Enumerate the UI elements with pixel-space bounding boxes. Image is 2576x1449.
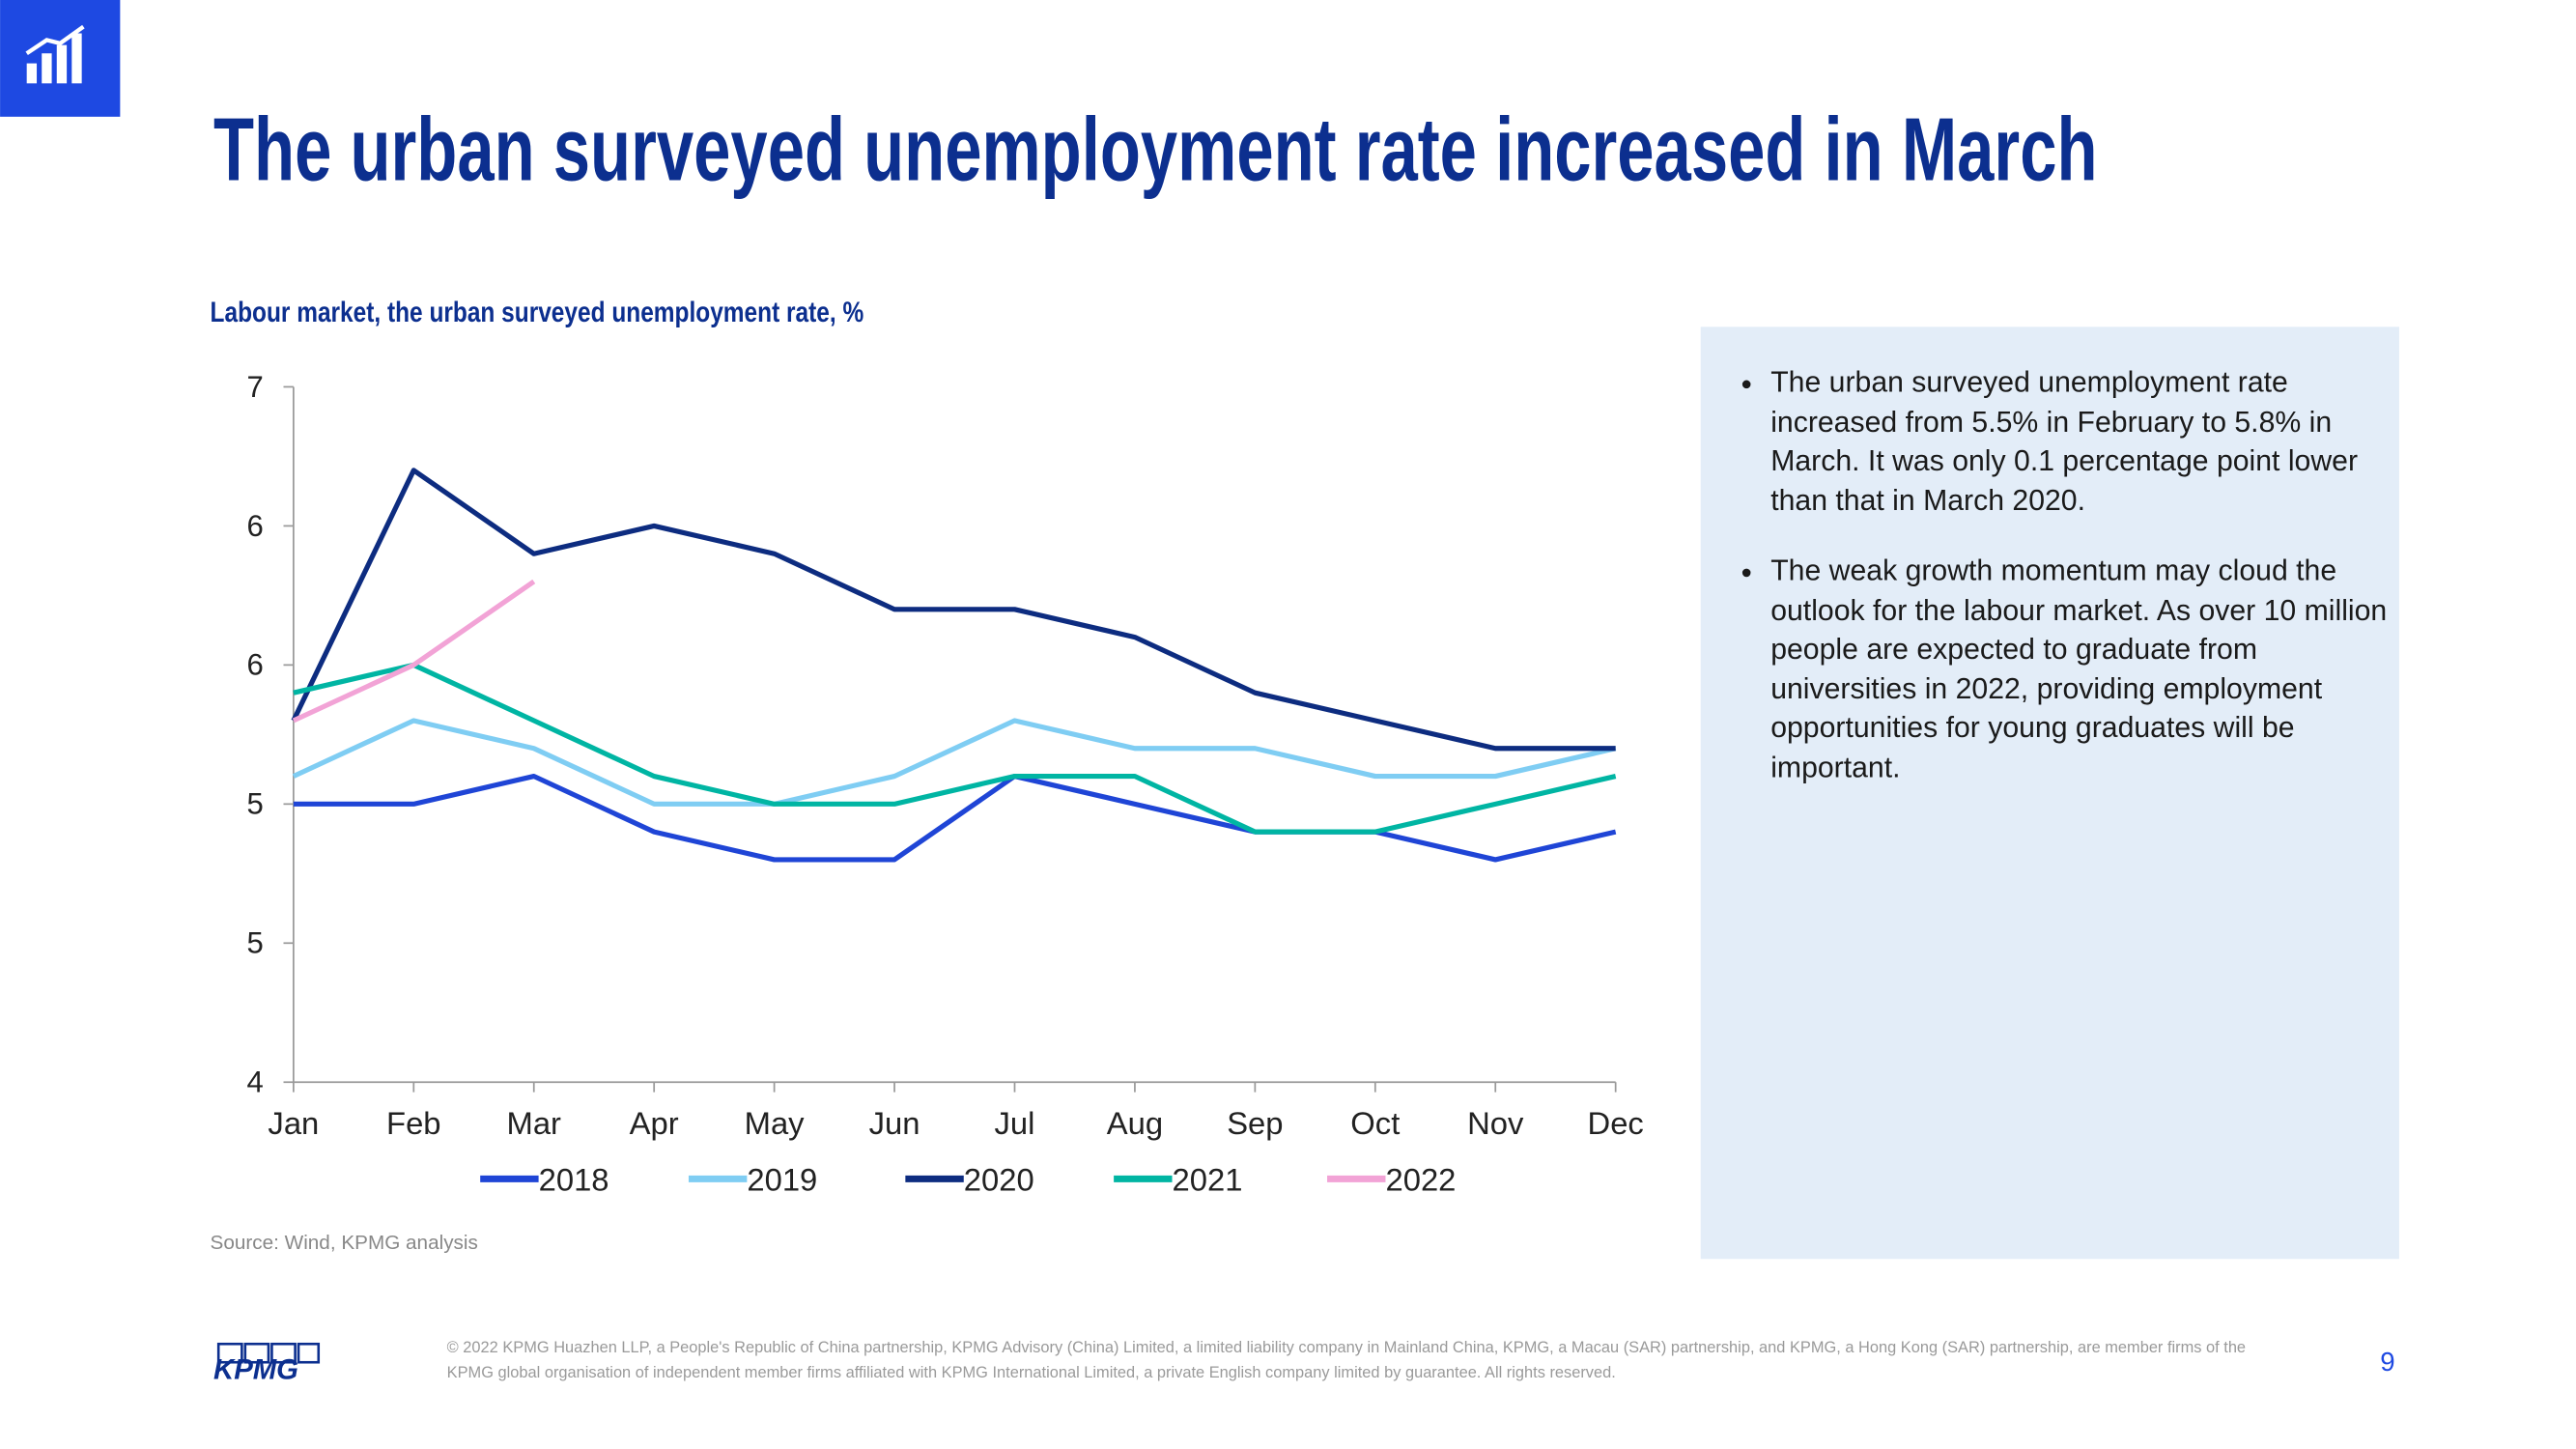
series-line bbox=[293, 662, 1617, 835]
bullet: The weak growth momentum may cloud the o… bbox=[1770, 552, 2392, 786]
x-tick-label: Mar bbox=[507, 1105, 562, 1141]
chart-title: Labour market, the urban surveyed unempl… bbox=[211, 297, 864, 328]
bullet-list: The urban surveyed unemployment rate inc… bbox=[1734, 363, 2392, 786]
legend-label: 2021 bbox=[1173, 1161, 1243, 1197]
series-line bbox=[291, 468, 1616, 752]
y-tick-label: 5 bbox=[247, 787, 264, 821]
icon-bars bbox=[26, 33, 82, 84]
logo-boxes bbox=[216, 1342, 321, 1364]
y-tick-label: 6 bbox=[247, 509, 264, 543]
plot: 4 5 5 6 6 7 Jan Feb Mar Apr May Jun Jul Aug Sep Oct Nov D… bbox=[247, 370, 1644, 1198]
y-tick-label: 5 bbox=[247, 926, 264, 960]
x-tick-label: Aug bbox=[1107, 1105, 1163, 1141]
x-tick-label: Jan bbox=[268, 1105, 319, 1141]
x-tick-label: Jul bbox=[995, 1105, 1035, 1141]
sidebar: The urban surveyed unemployment rate inc… bbox=[1734, 363, 2392, 1231]
source: Source: Wind, KPMG analysis bbox=[211, 1232, 478, 1254]
footer: © 2022 KPMG Huazhen LLP, a People's Repu… bbox=[446, 1339, 2247, 1382]
x-tick-label: Jun bbox=[869, 1105, 920, 1141]
x-tick-label: Dec bbox=[1588, 1105, 1644, 1141]
x-tick-label: Sep bbox=[1227, 1105, 1283, 1141]
legend-label: 2022 bbox=[1385, 1161, 1456, 1197]
sidebar-box bbox=[1700, 327, 2399, 1260]
x-tick-label: Oct bbox=[1350, 1105, 1400, 1141]
x-tick-label: Apr bbox=[630, 1105, 679, 1141]
slide-title: The urban surveyed unemployment rate inc… bbox=[213, 99, 2098, 199]
y-tick-label: 6 bbox=[247, 648, 264, 682]
bullet: The urban surveyed unemployment rate inc… bbox=[1770, 363, 2392, 520]
copyright: © 2022 KPMG Huazhen LLP, a People's Repu… bbox=[446, 1339, 2247, 1382]
legend-label: 2019 bbox=[747, 1161, 817, 1197]
series-line bbox=[293, 773, 1617, 863]
y-tick-label: 7 bbox=[247, 370, 264, 404]
x-tick-label: Feb bbox=[386, 1105, 441, 1141]
x-tick-label: May bbox=[745, 1105, 806, 1141]
legend-label: 2020 bbox=[964, 1161, 1034, 1197]
series-line bbox=[292, 579, 536, 724]
y-tick-label: 4 bbox=[247, 1065, 264, 1099]
bullets: The urban surveyed unemployment rate inc… bbox=[1734, 363, 2392, 786]
x-tick-label: Nov bbox=[1467, 1105, 1524, 1141]
legend-label: 2018 bbox=[539, 1161, 609, 1197]
icon-arrow bbox=[25, 24, 85, 56]
logo: KPMG bbox=[213, 1354, 298, 1386]
series-line bbox=[292, 718, 1617, 807]
page-number: 9 bbox=[2380, 1347, 2394, 1377]
